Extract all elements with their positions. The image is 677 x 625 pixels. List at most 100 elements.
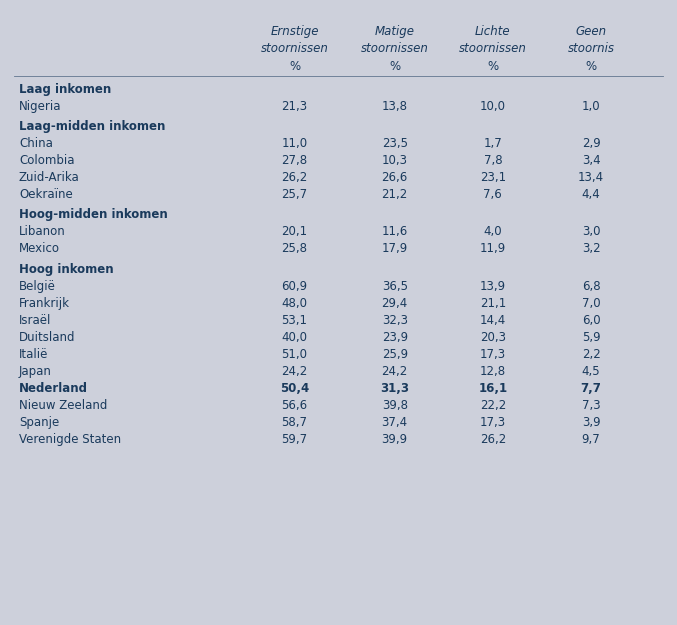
Text: 37,4: 37,4 bbox=[382, 416, 408, 429]
Text: 7,7: 7,7 bbox=[581, 381, 601, 394]
Text: 2,9: 2,9 bbox=[582, 138, 600, 150]
Text: 20,1: 20,1 bbox=[282, 226, 307, 238]
Text: Colombia: Colombia bbox=[19, 154, 74, 168]
Text: 11,9: 11,9 bbox=[480, 242, 506, 256]
Text: 10,3: 10,3 bbox=[382, 154, 408, 168]
Text: 48,0: 48,0 bbox=[282, 296, 307, 309]
Text: 29,4: 29,4 bbox=[382, 296, 408, 309]
Text: 59,7: 59,7 bbox=[282, 432, 307, 446]
Text: 5,9: 5,9 bbox=[582, 331, 600, 344]
Text: 3,0: 3,0 bbox=[582, 226, 600, 238]
Text: 1,0: 1,0 bbox=[582, 100, 600, 113]
Text: 17,3: 17,3 bbox=[480, 416, 506, 429]
Text: België: België bbox=[19, 279, 56, 292]
Text: 11,0: 11,0 bbox=[282, 138, 307, 150]
Text: %: % bbox=[487, 60, 498, 73]
Text: 50,4: 50,4 bbox=[280, 381, 309, 394]
Text: 7,3: 7,3 bbox=[582, 399, 600, 411]
Text: Italië: Italië bbox=[19, 348, 48, 361]
Text: stoornissen: stoornissen bbox=[459, 42, 527, 56]
Text: Matige: Matige bbox=[374, 25, 415, 38]
Text: Lichte: Lichte bbox=[475, 25, 510, 38]
Text: 11,6: 11,6 bbox=[382, 226, 408, 238]
Text: Nigeria: Nigeria bbox=[19, 100, 62, 113]
Text: 60,9: 60,9 bbox=[282, 279, 307, 292]
Text: 3,4: 3,4 bbox=[582, 154, 600, 168]
Text: 22,2: 22,2 bbox=[480, 399, 506, 411]
Text: 20,3: 20,3 bbox=[480, 331, 506, 344]
Text: Oekraïne: Oekraïne bbox=[19, 188, 72, 201]
Text: Verenigde Staten: Verenigde Staten bbox=[19, 432, 121, 446]
Text: 32,3: 32,3 bbox=[382, 314, 408, 326]
Text: 1,7: 1,7 bbox=[483, 138, 502, 150]
Text: Japan: Japan bbox=[19, 364, 52, 378]
Text: 12,8: 12,8 bbox=[480, 364, 506, 378]
Text: 21,2: 21,2 bbox=[382, 188, 408, 201]
Text: Ernstige: Ernstige bbox=[270, 25, 319, 38]
Text: stoornissen: stoornissen bbox=[261, 42, 328, 56]
Text: 25,7: 25,7 bbox=[282, 188, 307, 201]
Text: %: % bbox=[289, 60, 300, 73]
Text: 26,2: 26,2 bbox=[480, 432, 506, 446]
Text: 25,9: 25,9 bbox=[382, 348, 408, 361]
Text: 4,4: 4,4 bbox=[582, 188, 600, 201]
Text: %: % bbox=[586, 60, 596, 73]
Text: Nieuw Zeeland: Nieuw Zeeland bbox=[19, 399, 108, 411]
Text: 17,9: 17,9 bbox=[382, 242, 408, 256]
Text: 16,1: 16,1 bbox=[478, 381, 508, 394]
Text: 13,8: 13,8 bbox=[382, 100, 408, 113]
Text: 23,9: 23,9 bbox=[382, 331, 408, 344]
Text: Nederland: Nederland bbox=[19, 381, 88, 394]
Text: 7,8: 7,8 bbox=[483, 154, 502, 168]
Text: Duitsland: Duitsland bbox=[19, 331, 75, 344]
Text: 10,0: 10,0 bbox=[480, 100, 506, 113]
Text: 23,5: 23,5 bbox=[382, 138, 408, 150]
Text: Laag-midden inkomen: Laag-midden inkomen bbox=[19, 120, 165, 133]
Text: 36,5: 36,5 bbox=[382, 279, 408, 292]
Text: 9,7: 9,7 bbox=[582, 432, 600, 446]
Text: 6,0: 6,0 bbox=[582, 314, 600, 326]
Text: 13,9: 13,9 bbox=[480, 279, 506, 292]
Text: Mexico: Mexico bbox=[19, 242, 60, 256]
Text: %: % bbox=[389, 60, 400, 73]
Text: Zuid-Arika: Zuid-Arika bbox=[19, 171, 80, 184]
Text: 56,6: 56,6 bbox=[282, 399, 307, 411]
Text: 53,1: 53,1 bbox=[282, 314, 307, 326]
Text: 4,0: 4,0 bbox=[483, 226, 502, 238]
Text: 21,1: 21,1 bbox=[480, 296, 506, 309]
Text: Hoog-midden inkomen: Hoog-midden inkomen bbox=[19, 208, 168, 221]
Text: 39,9: 39,9 bbox=[382, 432, 408, 446]
Text: 24,2: 24,2 bbox=[382, 364, 408, 378]
Text: China: China bbox=[19, 138, 53, 150]
Text: 31,3: 31,3 bbox=[380, 381, 409, 394]
Text: Hoog inkomen: Hoog inkomen bbox=[19, 262, 114, 276]
Text: 2,2: 2,2 bbox=[582, 348, 600, 361]
Text: Geen: Geen bbox=[575, 25, 607, 38]
Text: 25,8: 25,8 bbox=[282, 242, 307, 256]
Text: 13,4: 13,4 bbox=[578, 171, 604, 184]
Text: 14,4: 14,4 bbox=[480, 314, 506, 326]
Text: 58,7: 58,7 bbox=[282, 416, 307, 429]
Text: 3,2: 3,2 bbox=[582, 242, 600, 256]
Text: 6,8: 6,8 bbox=[582, 279, 600, 292]
Text: 4,5: 4,5 bbox=[582, 364, 600, 378]
Text: 3,9: 3,9 bbox=[582, 416, 600, 429]
Text: 51,0: 51,0 bbox=[282, 348, 307, 361]
Text: 27,8: 27,8 bbox=[282, 154, 307, 168]
Text: 17,3: 17,3 bbox=[480, 348, 506, 361]
Text: 21,3: 21,3 bbox=[282, 100, 307, 113]
Text: 24,2: 24,2 bbox=[282, 364, 307, 378]
Text: Laag inkomen: Laag inkomen bbox=[19, 83, 111, 96]
Text: 26,2: 26,2 bbox=[282, 171, 307, 184]
Text: Libanon: Libanon bbox=[19, 226, 66, 238]
Text: 40,0: 40,0 bbox=[282, 331, 307, 344]
Text: 23,1: 23,1 bbox=[480, 171, 506, 184]
Text: Frankrijk: Frankrijk bbox=[19, 296, 70, 309]
Text: 39,8: 39,8 bbox=[382, 399, 408, 411]
Text: stoornissen: stoornissen bbox=[361, 42, 429, 56]
Text: Spanje: Spanje bbox=[19, 416, 59, 429]
Text: stoornis: stoornis bbox=[567, 42, 615, 56]
Text: 26,6: 26,6 bbox=[382, 171, 408, 184]
Text: 7,0: 7,0 bbox=[582, 296, 600, 309]
Text: Israël: Israël bbox=[19, 314, 51, 326]
